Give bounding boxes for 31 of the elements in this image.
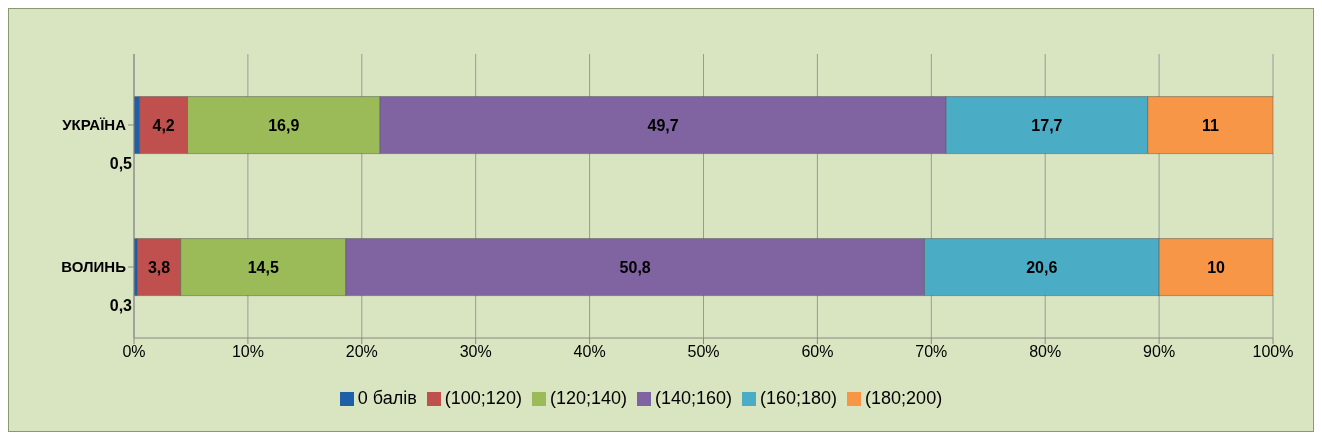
x-tick-label: 50% [687,343,720,361]
data-label: 16,9 [268,117,300,135]
data-label: 17,7 [1031,117,1063,135]
legend-label: 0 балів [357,388,417,408]
legend-label: (140;160) [654,388,733,408]
data-label: 4,2 [152,117,175,135]
data-label: 49,7 [647,117,679,135]
data-label: 10 [1207,259,1226,277]
x-tick-label: 90% [1143,343,1176,361]
legend-label: (100;120) [444,388,522,408]
data-label: 3,8 [147,259,171,277]
x-tick-label: 100% [1252,343,1294,361]
y-tick-label: ВОЛИНЬ [61,258,127,276]
data-label: 14,5 [247,259,279,277]
x-tick-label: 20% [345,343,378,361]
legend-label: (180;200) [865,388,943,408]
data-label: 0,5 [109,154,133,172]
data-label: 11 [1201,117,1219,135]
x-tick-label: 0% [122,343,146,361]
x-tick-label: 10% [231,343,264,361]
data-label: 0,3 [109,296,133,314]
data-label: 50,8 [619,259,651,277]
x-tick-label: 30% [459,343,492,361]
x-tick-label: 80% [1029,343,1062,361]
legend-label: (120;140) [549,388,627,408]
data-label: 20,6 [1026,259,1058,277]
x-tick-label: 60% [801,343,834,361]
x-tick-label: 40% [573,343,606,361]
y-tick-label: УКРАЇНА [62,116,127,134]
legend-label: (160;180) [760,388,838,408]
x-tick-label: 70% [915,343,948,361]
